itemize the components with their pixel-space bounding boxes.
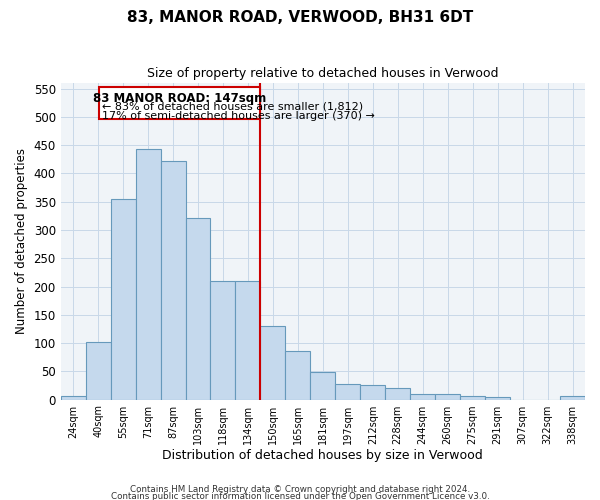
Bar (410, 394, 435, 400)
FancyBboxPatch shape (100, 87, 260, 118)
Title: Size of property relative to detached houses in Verwood: Size of property relative to detached ho… (147, 68, 499, 80)
Bar (211, 281, 235, 400)
Text: 83 MANOR ROAD: 147sqm: 83 MANOR ROAD: 147sqm (93, 92, 266, 104)
Bar (435, 394, 460, 400)
Bar (161, 161, 185, 400)
Text: ← 83% of detached houses are smaller (1,812): ← 83% of detached houses are smaller (1,… (103, 102, 364, 112)
Bar (310, 372, 335, 400)
Text: Contains HM Land Registry data © Crown copyright and database right 2024.: Contains HM Land Registry data © Crown c… (130, 486, 470, 494)
Bar (86, 342, 110, 400)
Bar (61, 396, 86, 400)
Bar (260, 326, 286, 400)
Bar (286, 351, 310, 400)
Bar (560, 396, 585, 400)
Bar (460, 396, 485, 400)
Bar (385, 388, 410, 400)
Bar (360, 386, 385, 400)
Bar (110, 200, 136, 400)
Bar (136, 149, 161, 400)
Y-axis label: Number of detached properties: Number of detached properties (15, 148, 28, 334)
Bar (185, 218, 211, 400)
X-axis label: Distribution of detached houses by size in Verwood: Distribution of detached houses by size … (163, 450, 483, 462)
Text: Contains public sector information licensed under the Open Government Licence v3: Contains public sector information licen… (110, 492, 490, 500)
Text: 83, MANOR ROAD, VERWOOD, BH31 6DT: 83, MANOR ROAD, VERWOOD, BH31 6DT (127, 10, 473, 25)
Text: 17% of semi-detached houses are larger (370) →: 17% of semi-detached houses are larger (… (103, 112, 375, 122)
Bar (335, 384, 360, 400)
Bar (235, 281, 260, 400)
Bar (485, 397, 510, 400)
